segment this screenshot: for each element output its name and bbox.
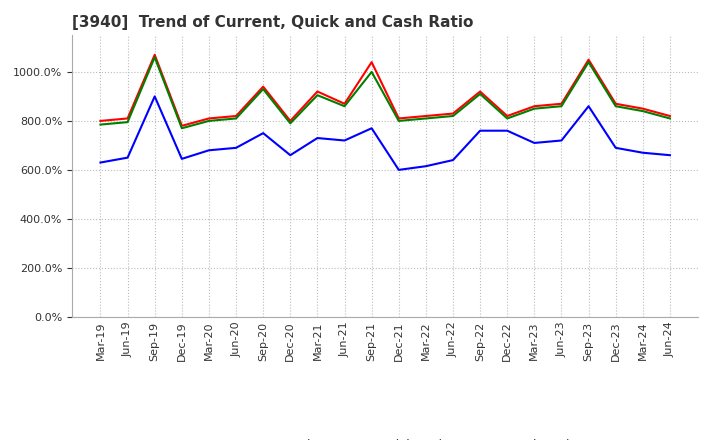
Current Ratio — [232, 114, 240, 119]
Current Ratio — [476, 89, 485, 94]
Quick Ratio — [232, 116, 240, 121]
Line: Cash Ratio: Cash Ratio — [101, 96, 670, 170]
Quick Ratio — [313, 92, 322, 98]
Current Ratio — [204, 116, 213, 121]
Cash Ratio — [286, 153, 294, 158]
Quick Ratio — [611, 103, 620, 109]
Cash Ratio — [232, 145, 240, 150]
Cash Ratio — [449, 158, 457, 163]
Cash Ratio — [557, 138, 566, 143]
Cash Ratio — [150, 94, 159, 99]
Current Ratio — [557, 101, 566, 106]
Cash Ratio — [639, 150, 647, 155]
Current Ratio — [449, 111, 457, 116]
Current Ratio — [367, 59, 376, 65]
Current Ratio — [665, 114, 674, 119]
Cash Ratio — [665, 153, 674, 158]
Quick Ratio — [367, 69, 376, 74]
Current Ratio — [395, 116, 403, 121]
Cash Ratio — [178, 156, 186, 161]
Cash Ratio — [259, 131, 268, 136]
Current Ratio — [341, 101, 349, 106]
Quick Ratio — [530, 106, 539, 111]
Quick Ratio — [123, 120, 132, 125]
Cash Ratio — [123, 155, 132, 160]
Current Ratio — [421, 114, 430, 119]
Line: Current Ratio: Current Ratio — [101, 55, 670, 126]
Current Ratio — [611, 101, 620, 106]
Cash Ratio — [421, 164, 430, 169]
Current Ratio — [313, 89, 322, 94]
Quick Ratio — [665, 116, 674, 121]
Quick Ratio — [557, 103, 566, 109]
Quick Ratio — [584, 59, 593, 65]
Current Ratio — [530, 103, 539, 109]
Quick Ratio — [178, 125, 186, 131]
Quick Ratio — [449, 114, 457, 119]
Cash Ratio — [367, 125, 376, 131]
Quick Ratio — [395, 118, 403, 124]
Cash Ratio — [503, 128, 511, 133]
Quick Ratio — [150, 55, 159, 60]
Quick Ratio — [259, 86, 268, 92]
Quick Ratio — [286, 121, 294, 126]
Cash Ratio — [341, 138, 349, 143]
Quick Ratio — [503, 116, 511, 121]
Cash Ratio — [96, 160, 105, 165]
Cash Ratio — [476, 128, 485, 133]
Quick Ratio — [639, 109, 647, 114]
Cash Ratio — [204, 148, 213, 153]
Current Ratio — [96, 118, 105, 124]
Current Ratio — [286, 118, 294, 124]
Current Ratio — [150, 52, 159, 58]
Quick Ratio — [96, 122, 105, 127]
Legend: Current Ratio, Quick Ratio, Cash Ratio: Current Ratio, Quick Ratio, Cash Ratio — [189, 434, 582, 440]
Current Ratio — [584, 57, 593, 62]
Current Ratio — [259, 84, 268, 89]
Cash Ratio — [313, 136, 322, 141]
Quick Ratio — [476, 92, 485, 97]
Cash Ratio — [530, 140, 539, 146]
Cash Ratio — [611, 145, 620, 150]
Cash Ratio — [395, 167, 403, 172]
Quick Ratio — [421, 116, 430, 121]
Current Ratio — [503, 114, 511, 119]
Line: Quick Ratio: Quick Ratio — [101, 57, 670, 128]
Cash Ratio — [584, 103, 593, 109]
Current Ratio — [639, 106, 647, 111]
Current Ratio — [123, 116, 132, 121]
Quick Ratio — [341, 103, 349, 109]
Current Ratio — [178, 123, 186, 128]
Quick Ratio — [204, 118, 213, 124]
Text: [3940]  Trend of Current, Quick and Cash Ratio: [3940] Trend of Current, Quick and Cash … — [72, 15, 473, 30]
